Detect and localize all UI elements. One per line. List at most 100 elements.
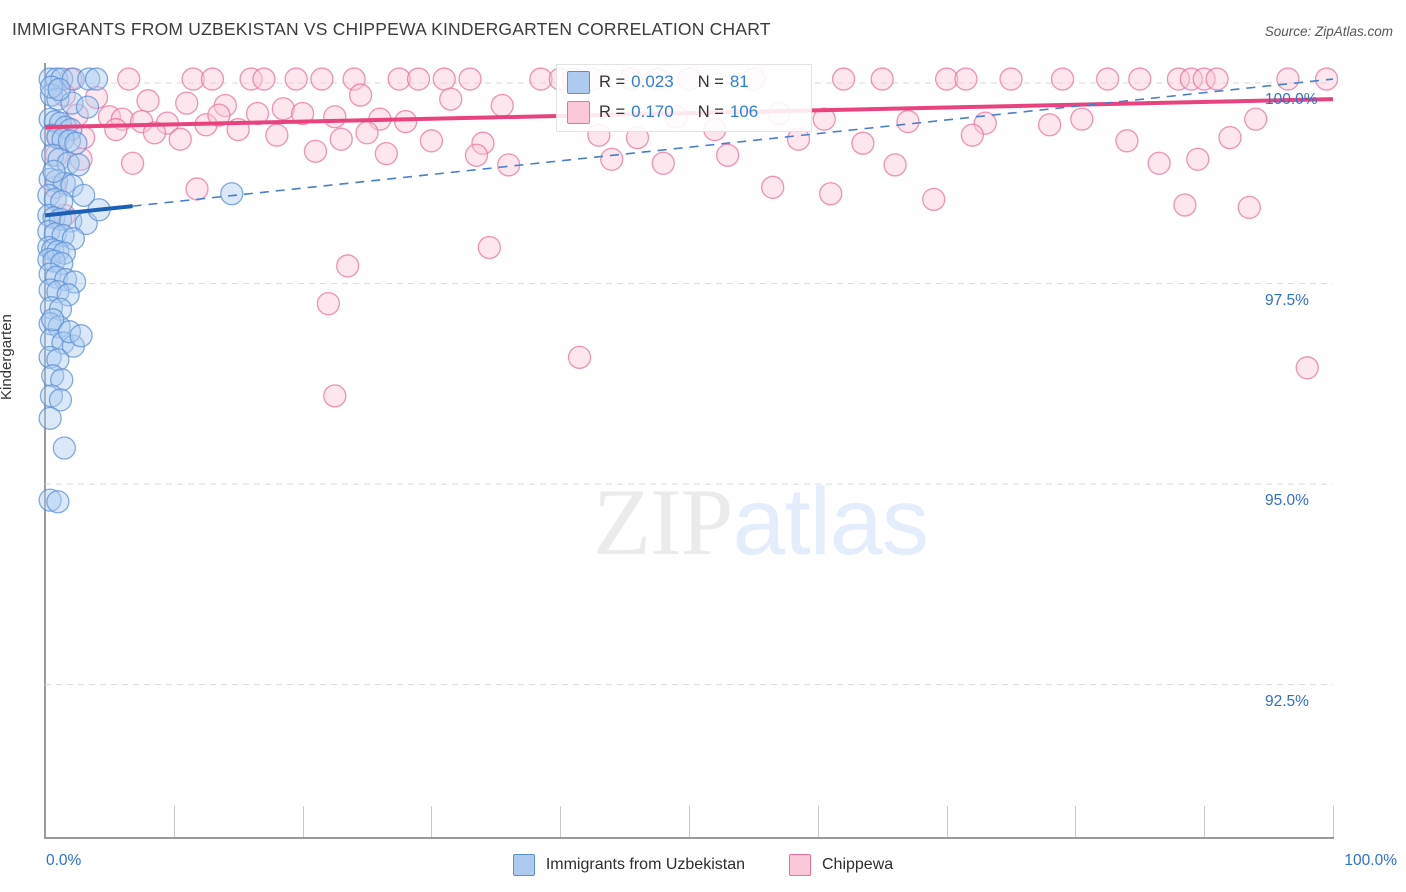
- x-tick: [1075, 806, 1077, 837]
- data-point: [1070, 107, 1094, 131]
- x-tick: [689, 806, 690, 837]
- data-point: [831, 67, 856, 91]
- data-point: [529, 67, 553, 91]
- stats-r-value-2: 0.170: [631, 102, 674, 121]
- data-point: [175, 91, 199, 115]
- x-tick: [1333, 806, 1334, 837]
- data-point: [954, 67, 978, 91]
- data-point: [851, 131, 875, 155]
- x-tick: [431, 806, 433, 837]
- data-point: [1128, 67, 1152, 91]
- data-point: [181, 67, 205, 91]
- data-point: [387, 67, 411, 91]
- x-tick: [302, 806, 304, 837]
- data-point: [220, 182, 244, 206]
- data-point: [1237, 195, 1261, 220]
- data-point: [934, 67, 959, 91]
- data-point: [239, 67, 263, 91]
- x-axis-min-label: 0.0%: [46, 852, 82, 869]
- data-point: [651, 151, 675, 175]
- data-point: [819, 182, 843, 206]
- data-point: [310, 67, 334, 91]
- y-tick-label: 92.5%: [1265, 692, 1309, 710]
- data-point: [120, 151, 145, 175]
- page-title: IMMIGRANTS FROM UZBEKISTAN VS CHIPPEWA K…: [12, 19, 771, 39]
- data-point: [77, 67, 101, 91]
- data-point: [1276, 67, 1300, 91]
- x-axis-line: [44, 837, 1334, 839]
- data-point: [323, 105, 347, 129]
- data-point: [1166, 67, 1191, 91]
- stats-n-label-1: N =: [697, 72, 724, 91]
- data-point: [922, 187, 946, 212]
- data-point: [973, 111, 997, 135]
- data-point: [329, 127, 353, 151]
- data-point: [336, 254, 360, 278]
- data-point: [464, 143, 489, 167]
- x-tick: [946, 806, 948, 837]
- stats-n-value-1: 81: [729, 72, 749, 91]
- data-point: [38, 488, 62, 512]
- data-point: [439, 87, 463, 111]
- data-point: [1050, 67, 1075, 91]
- data-point: [883, 153, 907, 177]
- data-point: [458, 67, 482, 91]
- data-point: [104, 117, 128, 142]
- data-point: [69, 324, 93, 348]
- data-point: [46, 87, 70, 111]
- stats-r-label-1: R =: [599, 72, 626, 91]
- data-point: [47, 77, 71, 102]
- legend-item-chippewa[interactable]: Chippewa: [789, 854, 893, 876]
- stats-row-chippewa: R = 0.170 N = 106: [567, 97, 758, 127]
- data-point: [1192, 67, 1216, 91]
- data-point: [960, 123, 985, 147]
- data-point: [1244, 107, 1268, 131]
- data-point: [761, 175, 785, 199]
- x-axis-max-label: 100.0%: [1344, 852, 1397, 869]
- data-point: [1205, 67, 1229, 91]
- data-point: [316, 291, 341, 316]
- legend-label-uzbekistan: Immigrants from Uzbekistan: [545, 856, 745, 873]
- data-point: [64, 131, 88, 155]
- stats-row-uzbekistan: R = 0.023 N = 81: [567, 67, 749, 97]
- data-point: [1037, 113, 1062, 137]
- data-point: [66, 153, 91, 177]
- data-point: [348, 83, 373, 107]
- y-axis-title: Kindergarten: [0, 314, 15, 400]
- legend-item-uzbekistan[interactable]: Immigrants from Uzbekistan: [512, 854, 745, 876]
- data-point: [271, 97, 295, 121]
- stats-n-label-2: N =: [697, 102, 724, 121]
- data-point: [600, 147, 624, 171]
- data-point: [185, 177, 209, 201]
- data-point: [71, 183, 96, 207]
- trendline-uzbekistan-solid: [44, 204, 133, 218]
- data-point: [38, 406, 62, 430]
- data-point: [41, 308, 65, 332]
- data-point: [52, 436, 76, 460]
- stats-r-value-1: 0.023: [631, 72, 674, 91]
- data-point: [1115, 129, 1139, 153]
- data-point: [38, 262, 62, 286]
- chart-legend: Immigrants from Uzbekistan Chippewa: [0, 851, 1406, 879]
- y-axis-line: [44, 63, 46, 838]
- data-point: [84, 67, 109, 91]
- data-point: [37, 183, 61, 207]
- data-point: [1095, 67, 1120, 91]
- data-point: [490, 93, 514, 118]
- data-point: [1218, 125, 1242, 150]
- x-tick: [560, 806, 562, 837]
- data-point: [42, 159, 66, 183]
- data-point: [355, 121, 379, 145]
- data-point: [265, 123, 289, 147]
- y-tick-label: 100.0%: [1265, 91, 1318, 109]
- data-point: [142, 121, 167, 145]
- data-point: [374, 141, 398, 166]
- legend-label-chippewa: Chippewa: [822, 856, 894, 873]
- data-point: [323, 384, 347, 408]
- data-point: [290, 101, 315, 126]
- x-tick: [173, 806, 175, 837]
- data-point: [1186, 147, 1210, 171]
- data-point: [1147, 151, 1171, 175]
- stats-swatch-pink: [567, 100, 590, 124]
- legend-swatch-blue: [512, 854, 535, 876]
